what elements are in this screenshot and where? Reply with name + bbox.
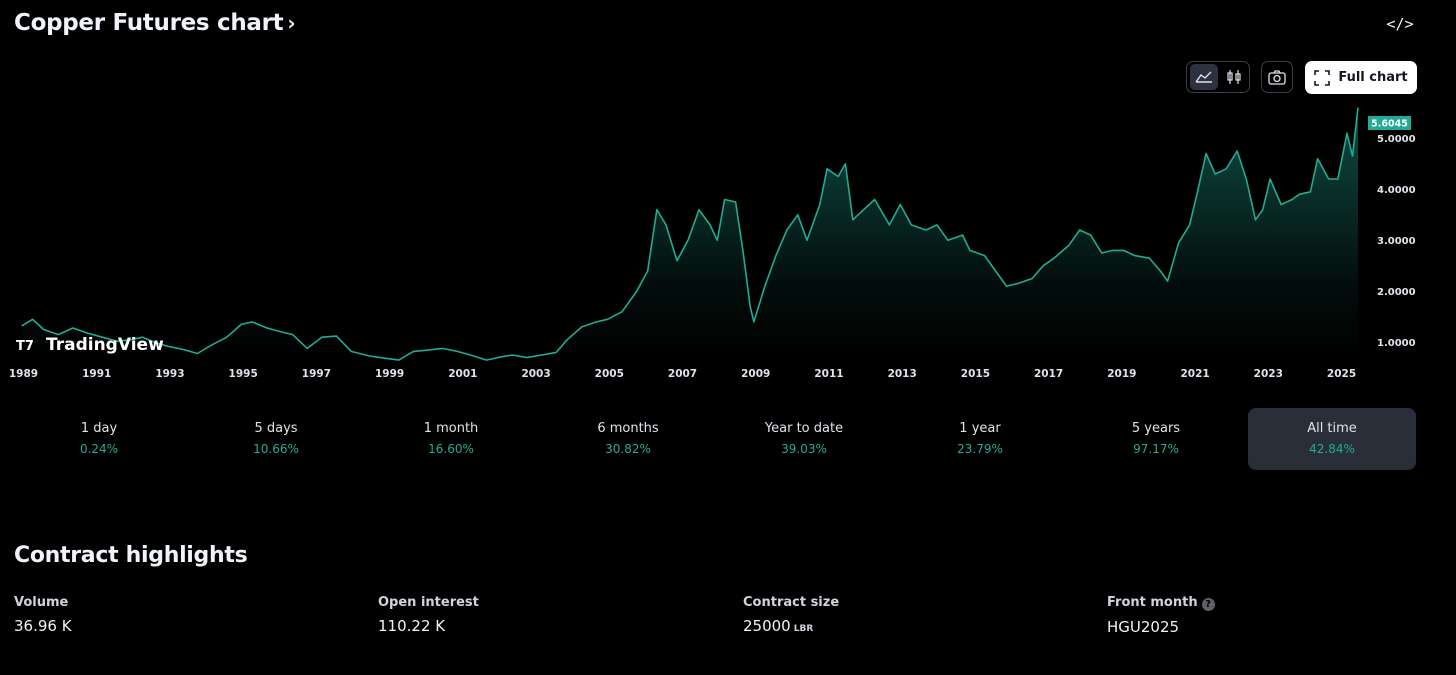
last-price-label: 5.6045 [1371, 119, 1408, 130]
period-change: 30.82% [605, 442, 651, 456]
fullscreen-icon [1314, 69, 1331, 86]
code-icon[interactable]: </> [1386, 15, 1414, 33]
x-tick-label: 2011 [814, 368, 843, 380]
period-selector: 1 day 0.24% 5 days 10.66% 1 month 16.60% 6 mon… [0, 408, 1456, 470]
price-line [21, 107, 1359, 361]
period-change: 39.03% [781, 442, 827, 456]
x-tick-label: 2005 [595, 368, 624, 380]
highlight-label: Front month [1107, 595, 1198, 610]
period-change: 16.60% [428, 442, 474, 456]
highlight-open-interest: Open interest 110.22 K [378, 595, 479, 635]
highlight-value: 36.96 K [14, 617, 72, 635]
x-tick-label: 2007 [668, 368, 697, 380]
period-label: All time [1307, 421, 1357, 436]
price-axis: 1.0000 2.0000 3.0000 4.0000 5.0000 [1377, 134, 1416, 349]
period-label: 6 months [597, 421, 659, 436]
period-year-to-date[interactable]: Year to date 39.03% [720, 408, 888, 470]
period-label: 1 month [423, 421, 479, 436]
period-1-month[interactable]: 1 month 16.60% [367, 408, 535, 470]
last-price-marker: 5.6045 [1368, 116, 1411, 130]
x-tick-label: 2019 [1107, 368, 1136, 380]
x-tick-label: 2001 [448, 368, 477, 380]
period-1-day[interactable]: 1 day 0.24% [15, 408, 183, 470]
help-icon[interactable]: ? [1201, 598, 1215, 611]
x-tick-label: 2003 [521, 368, 550, 380]
period-label: Year to date [764, 421, 844, 436]
last-price-badge [1368, 116, 1411, 130]
camera-icon [1268, 69, 1286, 85]
time-axis: 1989 1991 1993 1995 1997 1999 2001 2003 2005 2007… [9, 368, 1356, 380]
highlight-value: 110.22 K [378, 617, 446, 635]
highlight-label: Volume [14, 595, 69, 610]
x-tick-label: 2025 [1327, 368, 1356, 380]
x-tick-label: 1991 [82, 368, 111, 380]
highlight-label: Contract size [743, 595, 840, 610]
highlight-value: 25000 [743, 617, 791, 635]
y-tick-label: 5.0000 [1377, 134, 1416, 145]
x-tick-label: 1997 [302, 368, 331, 380]
x-tick-label: 2017 [1034, 368, 1063, 380]
period-5-years[interactable]: 5 years 97.17% [1072, 408, 1240, 470]
y-tick-label: 1.0000 [1377, 338, 1416, 349]
x-tick-label: 2023 [1254, 368, 1283, 380]
period-label: 5 days [254, 421, 298, 436]
section-title: Contract highlights [14, 543, 248, 568]
y-tick-label: 4.0000 [1377, 185, 1416, 196]
page-title[interactable]: Copper Futures chart › [14, 10, 296, 36]
period-change: 23.79% [957, 442, 1003, 456]
chart-style-toggle [1186, 61, 1250, 93]
x-tick-label: 1993 [155, 368, 184, 380]
candles-button[interactable] [1220, 64, 1248, 90]
x-tick-label: 2021 [1180, 368, 1209, 380]
period-all-time[interactable]: All time 42.84% [1248, 408, 1416, 470]
price-area [21, 107, 1359, 361]
chevron-right-icon: › [287, 11, 296, 35]
x-tick-label: 2013 [888, 368, 917, 380]
period-label: 1 day [80, 421, 118, 436]
highlight-label: Open interest [378, 595, 479, 610]
watermark-text: TradingView [46, 335, 164, 355]
x-tick-label: 1995 [229, 368, 258, 380]
x-tick-label: 1999 [375, 368, 404, 380]
period-change: 97.17% [1133, 442, 1179, 456]
period-change: 10.66% [253, 442, 299, 456]
x-tick-label: 1989 [9, 368, 38, 380]
highlight-volume: Volume 36.96 K [14, 595, 72, 635]
period-change: 0.24% [79, 442, 119, 456]
highlight-value[interactable]: HGU2025 [1107, 618, 1180, 636]
area-chart-button[interactable] [1190, 64, 1218, 90]
unit-label: LBR [793, 624, 814, 634]
y-tick-label: 3.0000 [1377, 236, 1416, 247]
period-label: 1 year [959, 421, 1001, 436]
highlight-front-month: Front month? HGU2025 [1107, 595, 1215, 636]
x-tick-label: 2015 [961, 368, 990, 380]
plot-area [21, 107, 1359, 361]
period-label: 5 years [1131, 421, 1181, 436]
period-5-days[interactable]: 5 days 10.66% [192, 408, 360, 470]
highlight-contract-size: Contract size 25000 LBR [743, 595, 839, 635]
y-tick-label: 2.0000 [1377, 287, 1416, 298]
area-chart-icon [1195, 71, 1212, 83]
snapshot-button[interactable] [1261, 61, 1293, 93]
period-1-year[interactable]: 1 year 23.79% [896, 408, 1064, 470]
x-tick-label: 2009 [741, 368, 770, 380]
tradingview-logo-icon: T7 [16, 339, 34, 354]
period-6-months[interactable]: 6 months 30.82% [544, 408, 712, 470]
candlestick-icon [1227, 70, 1241, 84]
tradingview-watermark: T7 TradingView [16, 335, 164, 355]
full-chart-button[interactable]: Full chart [1305, 61, 1417, 94]
period-change: 42.84% [1309, 442, 1355, 456]
